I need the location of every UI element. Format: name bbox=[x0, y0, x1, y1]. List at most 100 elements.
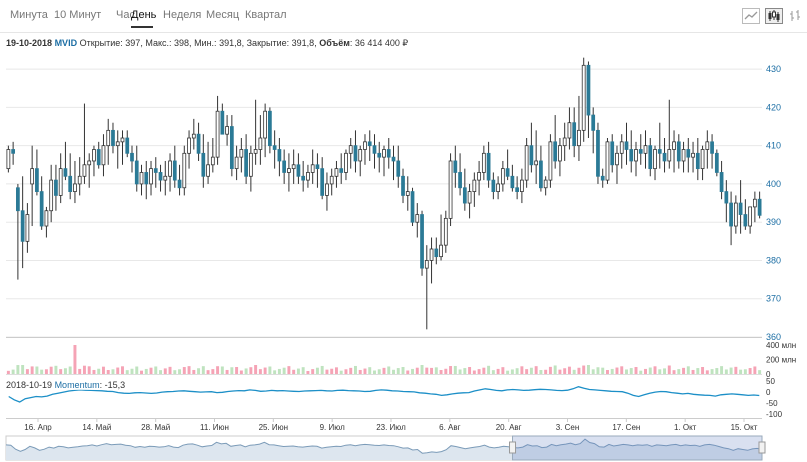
volume-bar bbox=[544, 369, 548, 374]
candle-body bbox=[543, 179, 548, 189]
candle-body bbox=[310, 164, 315, 173]
tab-month[interactable]: Месяц bbox=[206, 9, 240, 21]
volume-bar bbox=[149, 367, 153, 374]
volume-bar bbox=[320, 365, 324, 374]
candle-body bbox=[348, 145, 353, 154]
volume-bar bbox=[182, 367, 186, 374]
navigator[interactable] bbox=[5, 435, 766, 461]
volume-bar bbox=[173, 370, 177, 374]
candle-body bbox=[68, 175, 73, 192]
volume-bar bbox=[596, 367, 600, 374]
volume-bar bbox=[239, 370, 243, 374]
volume-axis: 0 200 млн 400 млн bbox=[766, 341, 796, 379]
volume-bar bbox=[140, 370, 143, 374]
volume-bar bbox=[377, 369, 381, 374]
volume-bar bbox=[567, 366, 571, 374]
candle-body bbox=[58, 168, 63, 196]
info-ticker: MVID bbox=[54, 38, 78, 48]
volume-bar bbox=[615, 367, 619, 374]
candle-body bbox=[134, 160, 139, 185]
volume-bar bbox=[625, 369, 628, 374]
ohlc-bars-icon[interactable] bbox=[788, 8, 806, 24]
candle-body bbox=[96, 149, 101, 166]
candle-body bbox=[225, 126, 229, 135]
info-date: 19-10-2018 bbox=[6, 38, 53, 48]
tab-day[interactable]: День bbox=[131, 9, 157, 21]
volume-bar bbox=[634, 367, 638, 374]
candle-body bbox=[562, 137, 567, 147]
momentum-tick-label: -50 bbox=[766, 399, 778, 408]
candle-body bbox=[187, 137, 191, 154]
candle-body bbox=[681, 149, 686, 162]
volume-bar bbox=[458, 369, 462, 374]
volume-bar bbox=[325, 369, 329, 374]
candle-body bbox=[600, 175, 605, 181]
momentum-date: 2018-10-19 bbox=[6, 380, 53, 390]
candle-body bbox=[443, 217, 448, 246]
tab-week[interactable]: Неделя bbox=[163, 9, 202, 21]
volume-bar bbox=[548, 366, 552, 374]
info-low: 391,8 bbox=[219, 38, 242, 48]
candle-body bbox=[54, 179, 58, 196]
tab-minute[interactable]: Минута bbox=[10, 9, 48, 21]
candle-body bbox=[268, 110, 272, 147]
volume-bar bbox=[415, 367, 419, 374]
candle-body bbox=[534, 160, 539, 166]
candle-body bbox=[210, 156, 215, 166]
candle-body bbox=[87, 160, 92, 166]
candle-body bbox=[325, 183, 329, 196]
candle-body bbox=[282, 160, 287, 173]
tab-hour[interactable]: Час bbox=[116, 9, 135, 21]
volume-bar bbox=[515, 368, 519, 374]
volume-bar bbox=[30, 366, 34, 374]
volume-bar bbox=[339, 370, 343, 374]
volume-bar bbox=[686, 366, 690, 374]
volume-bar bbox=[40, 369, 44, 374]
candle-body bbox=[605, 141, 610, 181]
candle-body bbox=[16, 187, 20, 212]
volume-tick-label: 200 млн bbox=[766, 356, 796, 365]
price-tick-label: 380 bbox=[766, 255, 781, 265]
candle-body bbox=[638, 149, 643, 154]
info-close-label: Закрытие: bbox=[246, 38, 290, 48]
candle-body bbox=[548, 141, 553, 181]
volume-bar bbox=[586, 365, 590, 374]
volume-bar bbox=[25, 369, 29, 374]
navigator-window bbox=[512, 435, 763, 461]
tab-10-minutes[interactable]: 10 Минут bbox=[54, 9, 102, 21]
candle-body bbox=[667, 149, 672, 162]
volume-bar bbox=[206, 370, 210, 374]
volume-bar bbox=[268, 366, 272, 374]
volume-bar bbox=[529, 367, 533, 374]
momentum-axis: -100 -50 0 50 bbox=[766, 377, 783, 419]
volume-bar bbox=[73, 345, 77, 374]
volume-bar bbox=[411, 368, 415, 374]
candle-body bbox=[695, 152, 700, 170]
candle-body bbox=[149, 168, 153, 185]
volume-bar bbox=[301, 367, 305, 374]
volume-tick-label: 0 bbox=[766, 370, 771, 379]
candle-body bbox=[539, 160, 543, 189]
info-volume-label: Объём bbox=[319, 38, 350, 48]
candle-body bbox=[648, 145, 653, 170]
navigator-area bbox=[6, 439, 762, 460]
volume-bar bbox=[591, 369, 595, 374]
candle-body bbox=[577, 129, 581, 147]
tab-quarter[interactable]: Квартал bbox=[245, 9, 287, 21]
volume-bar bbox=[311, 369, 315, 374]
volume-bar bbox=[396, 368, 400, 374]
line-chart-icon[interactable] bbox=[742, 8, 760, 24]
candle-body bbox=[158, 172, 163, 181]
candle-body bbox=[405, 191, 410, 196]
candlestick-icon[interactable] bbox=[765, 8, 783, 24]
candle-body bbox=[153, 168, 158, 173]
candle-body bbox=[248, 152, 253, 177]
volume-bar bbox=[667, 365, 671, 374]
candle-body bbox=[738, 202, 743, 215]
candle-body bbox=[329, 175, 334, 185]
momentum-legend: 2018-10-19 Momentum: -15,3 bbox=[6, 380, 126, 390]
candle-body bbox=[391, 156, 396, 162]
volume-bar bbox=[501, 367, 505, 374]
volume-bar bbox=[358, 369, 362, 374]
